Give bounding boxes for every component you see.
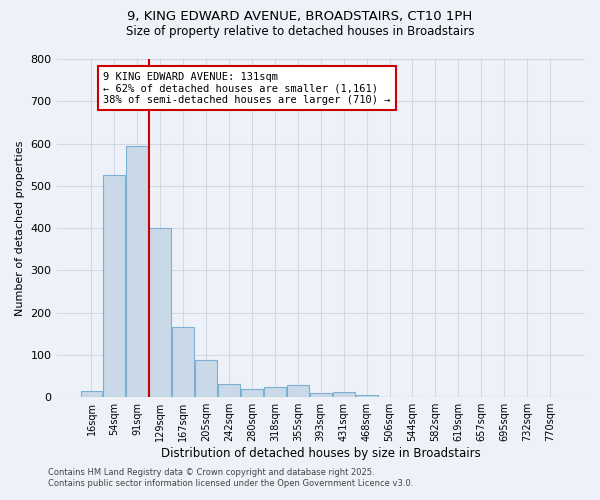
Bar — [149, 228, 171, 397]
Bar — [333, 392, 355, 397]
Bar — [287, 386, 309, 397]
Text: Size of property relative to detached houses in Broadstairs: Size of property relative to detached ho… — [126, 25, 474, 38]
Bar — [172, 328, 194, 397]
Text: 9, KING EDWARD AVENUE, BROADSTAIRS, CT10 1PH: 9, KING EDWARD AVENUE, BROADSTAIRS, CT10… — [127, 10, 473, 23]
Bar — [310, 393, 332, 397]
Text: Contains HM Land Registry data © Crown copyright and database right 2025.
Contai: Contains HM Land Registry data © Crown c… — [48, 468, 413, 487]
Bar — [80, 391, 103, 397]
Bar — [356, 395, 377, 397]
Bar — [127, 146, 148, 397]
Text: 9 KING EDWARD AVENUE: 131sqm
← 62% of detached houses are smaller (1,161)
38% of: 9 KING EDWARD AVENUE: 131sqm ← 62% of de… — [103, 72, 391, 105]
Bar — [264, 386, 286, 397]
X-axis label: Distribution of detached houses by size in Broadstairs: Distribution of detached houses by size … — [161, 447, 481, 460]
Bar — [195, 360, 217, 397]
Y-axis label: Number of detached properties: Number of detached properties — [15, 140, 25, 316]
Bar — [103, 176, 125, 397]
Bar — [241, 389, 263, 397]
Bar — [218, 384, 240, 397]
